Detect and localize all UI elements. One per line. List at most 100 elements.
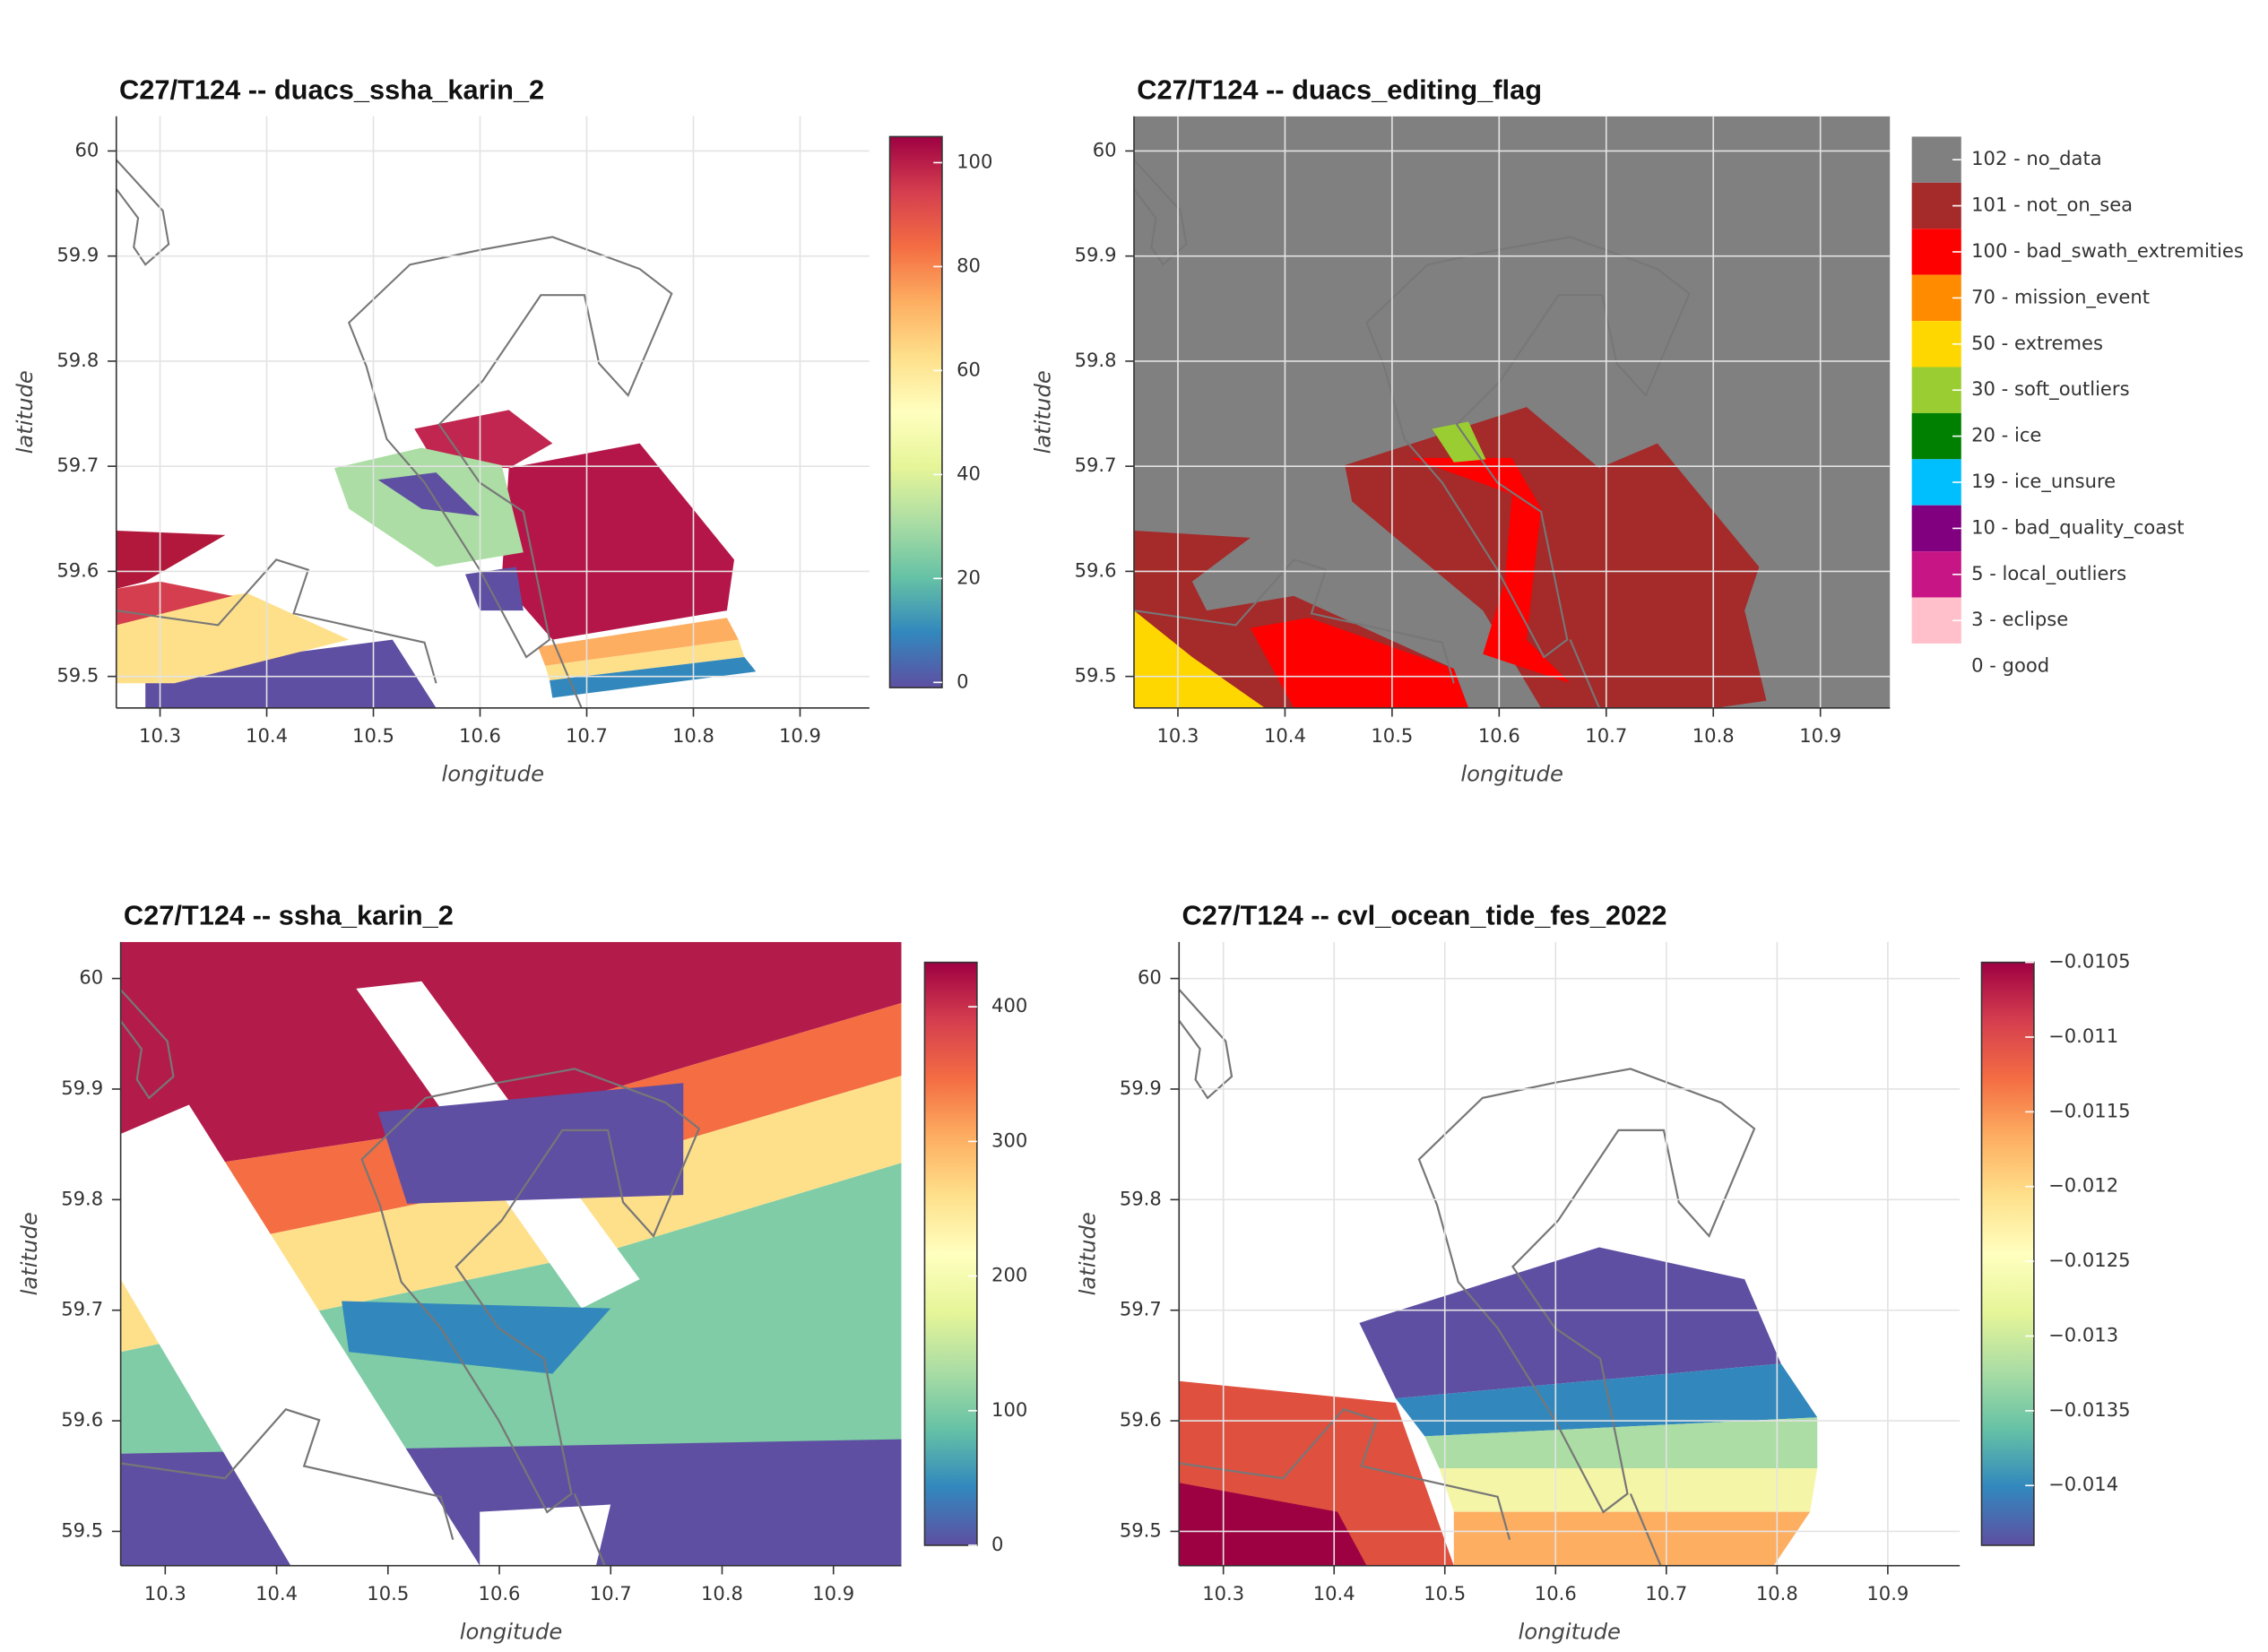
colorbar: [888, 135, 943, 688]
x-tick-label: 10.7: [566, 724, 608, 747]
colorbar-tick-label: 200: [991, 1264, 1027, 1286]
x-axis-label: longitude: [442, 760, 545, 786]
x-tick-label: 10.4: [255, 1582, 298, 1604]
x-tick-label: 10.6: [479, 1582, 521, 1604]
y-tick-label: 59.8: [1120, 1187, 1162, 1209]
y-tick-label: 59.6: [56, 558, 99, 581]
colorbar-tick-label: −0.0105: [2048, 950, 2130, 973]
x-tick-label: 10.8: [672, 724, 714, 747]
y-tick-label: 59.9: [61, 1077, 103, 1099]
x-tick-label: 10.6: [459, 724, 501, 747]
x-tick-label: 10.3: [144, 1582, 186, 1604]
chart-title: C27/T124 -- duacs_ssha_karin_2: [119, 74, 544, 105]
colorbar-tick-label: −0.013: [2048, 1324, 2118, 1346]
x-tick-label: 10.6: [1478, 724, 1520, 747]
colorbar-tick-label: 40: [957, 462, 981, 484]
y-axis-label: latitude: [12, 370, 38, 454]
y-tick-label: 59.6: [1075, 558, 1117, 581]
x-tick-label: 10.5: [1424, 1582, 1466, 1604]
colorbar-tick-label: 0: [957, 670, 968, 692]
colorbar-tick-label: −0.012: [2048, 1174, 2118, 1197]
x-tick-label: 10.3: [1157, 724, 1199, 747]
map-fields: [116, 116, 1891, 1566]
colorbar: [1980, 961, 2035, 1546]
y-tick-label: 59.8: [1075, 349, 1117, 371]
legend-label: 5 - local_outliers: [1971, 562, 2126, 585]
x-tick-label: 10.4: [1313, 1582, 1355, 1604]
x-tick-label: 10.9: [1799, 724, 1841, 747]
y-tick-label: 59.8: [61, 1187, 103, 1209]
colorbar-tick-label: 80: [957, 254, 981, 276]
field-1: [116, 410, 757, 708]
y-tick-label: 59.5: [1075, 664, 1117, 687]
colorbar-tick-label: −0.0115: [2048, 1099, 2130, 1121]
legend-label: 50 - extremes: [1971, 332, 2103, 354]
y-tick-label: 59.6: [1120, 1408, 1162, 1431]
y-axis-label: latitude: [16, 1212, 42, 1295]
x-tick-label: 10.3: [1202, 1582, 1244, 1604]
y-tick-label: 59.5: [1120, 1518, 1162, 1541]
x-tick-label: 10.8: [1756, 1582, 1798, 1604]
colorbar-tick-label: −0.014: [2048, 1473, 2118, 1495]
y-tick-label: 59.7: [56, 454, 99, 476]
x-axis-label: longitude: [460, 1618, 563, 1644]
y-axis-label: latitude: [1029, 370, 1055, 454]
x-tick-label: 10.6: [1535, 1582, 1577, 1604]
y-tick-label: 59.8: [56, 349, 99, 371]
x-axis-label: longitude: [1460, 760, 1563, 786]
x-tick-label: 10.8: [701, 1582, 743, 1604]
colorbar-tick-label: 0: [991, 1533, 1003, 1555]
chart-title: C27/T124 -- cvl_ocean_tide_fes_2022: [1182, 899, 1667, 930]
x-tick-label: 10.9: [779, 724, 821, 747]
y-axis-label: latitude: [1075, 1212, 1101, 1295]
colorbar-tick-label: 100: [991, 1398, 1027, 1421]
colorbar-tick-label: 60: [957, 358, 981, 380]
x-tick-label: 10.3: [139, 724, 181, 747]
field-2: [1134, 116, 1891, 708]
x-tick-label: 10.7: [590, 1582, 632, 1604]
y-tick-label: 60: [79, 966, 103, 989]
legend-label: 101 - not_on_sea: [1971, 194, 2133, 217]
x-tick-label: 10.5: [352, 724, 394, 747]
x-tick-label: 10.4: [1264, 724, 1306, 747]
legend-label: 3 - eclipse: [1971, 608, 2068, 630]
field-4: [1179, 1247, 1818, 1566]
y-tick-label: 59.9: [1075, 244, 1117, 266]
x-tick-label: 10.9: [812, 1582, 854, 1604]
y-tick-label: 59.7: [1075, 454, 1117, 476]
y-tick-label: 60: [1138, 966, 1162, 989]
colorbar-tick-label: 100: [957, 150, 992, 172]
y-tick-label: 59.5: [56, 664, 99, 687]
colorbar-tick-label: 400: [991, 994, 1027, 1016]
x-tick-label: 10.7: [1645, 1582, 1687, 1604]
y-tick-label: 60: [74, 138, 99, 160]
x-tick-label: 10.5: [1371, 724, 1413, 747]
colorbar-tick-label: −0.011: [2048, 1025, 2118, 1047]
legend-label: 30 - soft_outliers: [1971, 377, 2129, 401]
colorbar: [923, 961, 978, 1546]
x-axis-label: longitude: [1518, 1618, 1621, 1644]
legend-label: 100 - bad_swath_extremities: [1971, 239, 2244, 263]
legend-label: 70 - mission_event: [1971, 285, 2150, 308]
colorbar-tick-label: −0.0125: [2048, 1249, 2130, 1271]
x-tick-label: 10.4: [246, 724, 288, 747]
y-tick-label: 60: [1093, 138, 1117, 160]
x-tick-label: 10.8: [1692, 724, 1735, 747]
legend-label: 20 - ice: [1971, 424, 2041, 446]
legend-label: 102 - no_data: [1971, 147, 2102, 170]
chart-title: C27/T124 -- ssha_karin_2: [124, 899, 454, 930]
colorbar-tick-label: 300: [991, 1129, 1027, 1151]
y-tick-label: 59.9: [56, 244, 99, 266]
legend-label: 10 - bad_quality_coast: [1971, 515, 2184, 539]
x-tick-label: 10.7: [1585, 724, 1627, 747]
colorbar-tick-label: −0.0135: [2048, 1398, 2130, 1421]
x-tick-label: 10.9: [1866, 1582, 1909, 1604]
y-tick-label: 59.7: [1120, 1298, 1162, 1320]
y-tick-label: 59.9: [1120, 1077, 1162, 1099]
legend-label: 19 - ice_unsure: [1971, 470, 2116, 493]
x-tick-label: 10.5: [367, 1582, 409, 1604]
y-tick-label: 59.5: [61, 1518, 103, 1541]
y-tick-label: 59.7: [61, 1298, 103, 1320]
